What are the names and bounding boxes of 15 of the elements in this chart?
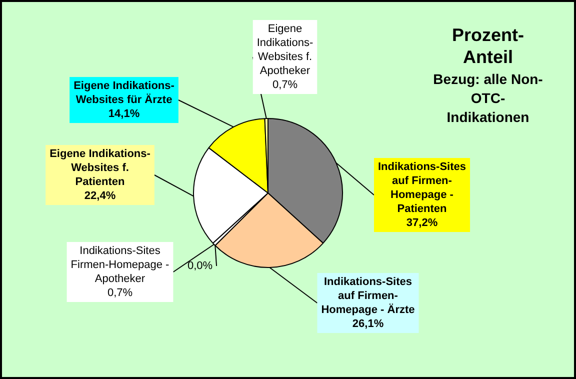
data-label: 0,7% bbox=[272, 79, 298, 92]
data-label: 22,4% bbox=[84, 190, 116, 202]
text: 0,0% bbox=[187, 260, 213, 272]
data-label: 37,2% bbox=[406, 217, 438, 230]
slice-label: Indikations-Sites auf Firmen-Homepage - Patienten bbox=[378, 161, 466, 216]
slice-label: Indikations-Sites Firmen-Homepage - Apotheker bbox=[70, 245, 170, 286]
slice-label: Eigene Indikations-Websites f. Patienten bbox=[50, 148, 151, 188]
slice-label: Eigene Indikations-Websites für Ärzte bbox=[74, 80, 175, 106]
text: Bezug: alle Non-OTC-Indikationen bbox=[433, 70, 544, 125]
slice-label: Indikations-Sites auf Firmen-Homepage - Ärzte bbox=[321, 276, 415, 316]
data-label: 14,1% bbox=[108, 108, 140, 120]
text: Prozent-Anteil bbox=[452, 24, 524, 67]
data-label: 26,1% bbox=[352, 318, 384, 330]
data-label: 0,7% bbox=[107, 287, 133, 300]
slice-label: Eigene Indikations-Websites f. Apotheker bbox=[256, 23, 314, 78]
